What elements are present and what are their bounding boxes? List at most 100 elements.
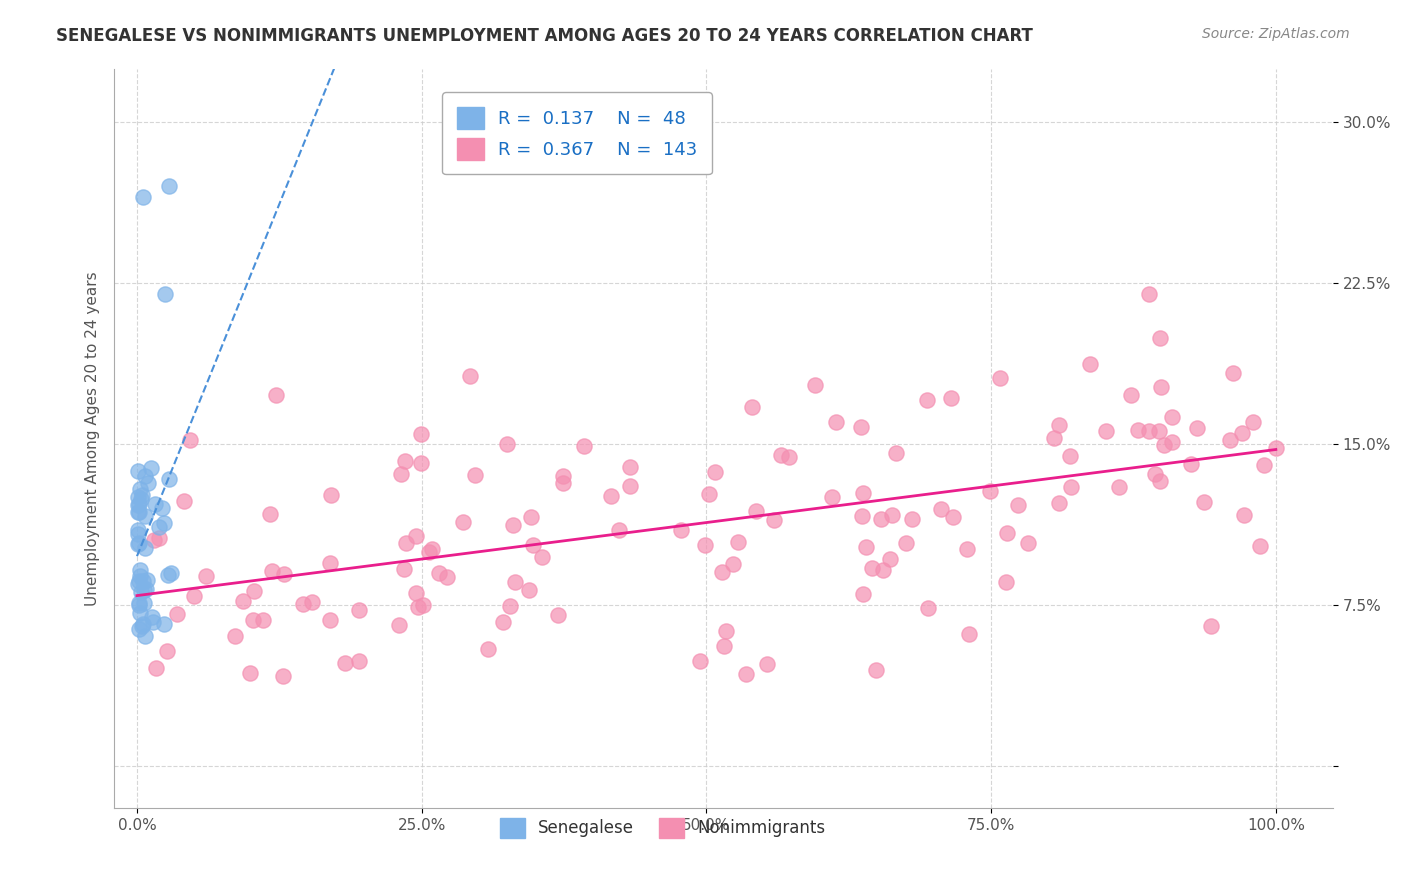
Senegalese [155, 286, 177, 301]
Nonimmigrants [886, 446, 908, 460]
Nonimmigrants [988, 370, 1011, 384]
Senegalese [153, 617, 176, 632]
Senegalese [139, 460, 162, 475]
Nonimmigrants [929, 502, 952, 516]
Nonimmigrants [1078, 357, 1101, 371]
Senegalese [131, 617, 153, 632]
Senegalese [157, 179, 180, 194]
Nonimmigrants [1149, 474, 1171, 488]
Nonimmigrants [1049, 417, 1071, 432]
Nonimmigrants [547, 607, 569, 622]
Nonimmigrants [519, 509, 541, 524]
Nonimmigrants [1201, 619, 1223, 633]
Senegalese [128, 536, 150, 550]
Nonimmigrants [917, 393, 939, 408]
Nonimmigrants [734, 667, 756, 681]
Senegalese [131, 488, 153, 502]
Nonimmigrants [704, 465, 727, 479]
Text: SENEGALESE VS NONIMMIGRANTS UNEMPLOYMENT AMONG AGES 20 TO 24 YEARS CORRELATION C: SENEGALESE VS NONIMMIGRANTS UNEMPLOYMENT… [56, 27, 1033, 45]
Nonimmigrants [727, 534, 749, 549]
Nonimmigrants [778, 450, 800, 464]
Nonimmigrants [271, 669, 294, 683]
Nonimmigrants [232, 594, 254, 608]
Nonimmigrants [318, 613, 340, 627]
Senegalese [131, 619, 153, 633]
Nonimmigrants [1126, 423, 1149, 437]
Senegalese [127, 505, 149, 519]
Senegalese [132, 583, 155, 598]
Nonimmigrants [418, 544, 440, 558]
Nonimmigrants [852, 486, 875, 500]
Nonimmigrants [502, 517, 524, 532]
Nonimmigrants [195, 569, 218, 583]
Nonimmigrants [851, 509, 873, 524]
Nonimmigrants [522, 538, 544, 552]
Senegalese [127, 498, 149, 512]
Nonimmigrants [1222, 366, 1244, 380]
Senegalese [128, 596, 150, 610]
Senegalese [148, 520, 170, 534]
Nonimmigrants [723, 557, 745, 571]
Senegalese [128, 497, 150, 511]
Nonimmigrants [347, 603, 370, 617]
Senegalese [141, 610, 163, 624]
Nonimmigrants [243, 584, 266, 599]
Nonimmigrants [619, 479, 641, 493]
Senegalese [127, 490, 149, 504]
Nonimmigrants [551, 476, 574, 491]
Senegalese [142, 615, 165, 629]
Senegalese [134, 541, 156, 555]
Senegalese [128, 598, 150, 612]
Senegalese [135, 582, 157, 596]
Nonimmigrants [1047, 496, 1070, 510]
Nonimmigrants [1233, 508, 1256, 522]
Senegalese [153, 516, 176, 531]
Nonimmigrants [697, 486, 720, 500]
Nonimmigrants [405, 529, 427, 543]
Nonimmigrants [865, 664, 887, 678]
Nonimmigrants [1194, 495, 1216, 509]
Nonimmigrants [710, 565, 733, 579]
Nonimmigrants [145, 661, 167, 675]
Nonimmigrants [458, 368, 481, 383]
Nonimmigrants [492, 615, 515, 629]
Senegalese [129, 492, 152, 507]
Senegalese [150, 501, 173, 516]
Senegalese [157, 472, 180, 486]
Nonimmigrants [1219, 433, 1241, 447]
Nonimmigrants [319, 488, 342, 502]
Nonimmigrants [427, 566, 450, 580]
Nonimmigrants [1160, 435, 1182, 450]
Nonimmigrants [689, 654, 711, 668]
Nonimmigrants [496, 437, 519, 451]
Nonimmigrants [347, 654, 370, 668]
Nonimmigrants [1241, 416, 1264, 430]
Nonimmigrants [872, 563, 894, 577]
Nonimmigrants [1143, 467, 1166, 482]
Nonimmigrants [1137, 286, 1160, 301]
Senegalese [128, 505, 150, 519]
Nonimmigrants [1095, 424, 1118, 438]
Senegalese [136, 573, 159, 587]
Nonimmigrants [1149, 331, 1171, 345]
Nonimmigrants [1119, 388, 1142, 402]
Senegalese [134, 468, 156, 483]
Nonimmigrants [239, 666, 262, 681]
Nonimmigrants [669, 523, 692, 537]
Nonimmigrants [173, 493, 195, 508]
Senegalese [127, 537, 149, 551]
Nonimmigrants [301, 595, 323, 609]
Nonimmigrants [882, 508, 904, 522]
Nonimmigrants [693, 538, 716, 552]
Nonimmigrants [619, 460, 641, 475]
Nonimmigrants [956, 542, 979, 557]
Legend: Senegalese, Nonimmigrants: Senegalese, Nonimmigrants [494, 811, 832, 845]
Nonimmigrants [395, 536, 418, 550]
Nonimmigrants [1249, 539, 1271, 553]
Nonimmigrants [183, 589, 205, 603]
Nonimmigrants [1017, 535, 1039, 549]
Nonimmigrants [242, 613, 264, 627]
Senegalese [129, 568, 152, 582]
Senegalese [128, 574, 150, 588]
Nonimmigrants [224, 629, 246, 643]
